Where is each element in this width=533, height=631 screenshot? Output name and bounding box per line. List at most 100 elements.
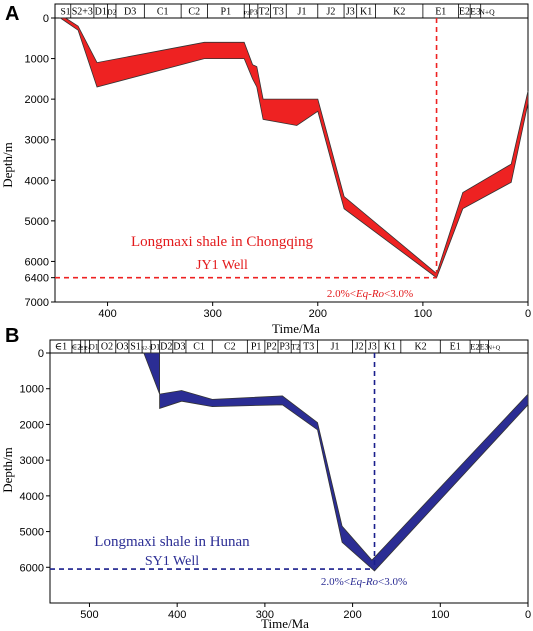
- strata-label: ∈1: [55, 342, 67, 353]
- y-tick-label: 1000: [25, 54, 49, 66]
- strata-label: T3: [303, 342, 314, 353]
- panel-a-ylabel: Depth/m: [0, 142, 15, 188]
- panel-a: A Depth/m Time/Ma Longmaxi shale in Chon…: [0, 3, 531, 336]
- panel-b-xlabel: Time/Ma: [261, 616, 309, 631]
- burial-history-band: [143, 352, 529, 572]
- y-tick-label: 4000: [25, 175, 49, 187]
- panel-a-letter: A: [5, 3, 19, 25]
- strata-label: E1: [450, 342, 461, 353]
- panel-frame: [49, 339, 529, 604]
- panel-b-well-title: Longmaxi shale in Hunan: [94, 534, 250, 550]
- strata-label: O3: [116, 342, 128, 353]
- strata-label: E2: [470, 342, 480, 352]
- y-tick-label: 0: [38, 348, 44, 360]
- panel-a-eqro-prefix: 2.0%<: [327, 288, 356, 300]
- strata-label: P3: [279, 342, 290, 353]
- strata-label: T3: [273, 7, 284, 18]
- panel-frame: [54, 3, 529, 303]
- x-tick-label: 200: [343, 609, 361, 621]
- x-tick-label: 500: [80, 609, 98, 621]
- strata-label: C2: [224, 342, 236, 353]
- y-tick-label: 0: [43, 13, 49, 25]
- strata-label: P3: [250, 8, 258, 17]
- y-tick-label: 3000: [25, 135, 49, 147]
- strata-label: P2: [266, 342, 277, 353]
- y-tick-label: 6000: [25, 256, 49, 268]
- panel-a-well-name: JY1 Well: [196, 258, 248, 273]
- panel-b-letter: B: [5, 325, 19, 347]
- strata-label: N+Q: [479, 8, 495, 17]
- panel-b-ylabel: Depth/m: [0, 447, 15, 493]
- x-tick-label: 300: [203, 308, 221, 320]
- y-tick-label: 6000: [20, 562, 44, 574]
- y-tick-label: 5000: [20, 527, 44, 539]
- x-tick-label: 0: [525, 308, 531, 320]
- strata-label: C2: [188, 7, 200, 18]
- strata-label: P2: [244, 11, 250, 17]
- y-tick-label: 6400: [25, 273, 49, 285]
- strata-label: ∈4: [84, 346, 91, 352]
- strata-label: D2: [107, 8, 117, 17]
- strata-label: N+Q: [487, 345, 500, 352]
- strata-label: E2: [459, 7, 470, 18]
- x-tick-label: 400: [168, 609, 186, 621]
- strata-label: D3: [124, 7, 136, 18]
- y-tick-label: 2000: [25, 94, 49, 106]
- strata-label: S2+3: [72, 7, 93, 18]
- strata-label: T2: [291, 343, 300, 352]
- strata-label: S1: [130, 342, 141, 353]
- panel-b-eqro-suffix: <3.0%: [378, 576, 407, 588]
- strata-label: P1: [251, 342, 262, 353]
- strata-label: O1: [89, 343, 99, 352]
- panel-b-eqro-label: 2.0%<Eq-Ro<3.0%: [321, 576, 407, 588]
- strata-label: D2: [160, 342, 172, 353]
- panel-a-eqro-label: 2.0%<Eq-Ro<3.0%: [327, 288, 413, 300]
- y-tick-label: 5000: [25, 216, 49, 228]
- strata-label: J1: [331, 342, 340, 353]
- strata-label: E1: [435, 7, 446, 18]
- panel-a-eqro-suffix: <3.0%: [384, 288, 413, 300]
- strata-label: E3: [480, 343, 489, 352]
- panel-a-eqro-italic: Eq-Ro: [355, 288, 385, 300]
- strata-label: K2: [393, 7, 405, 18]
- strata-label: D1: [95, 7, 107, 18]
- y-tick-label: 1000: [20, 384, 44, 396]
- panel-b-eqro-prefix: 2.0%<: [321, 576, 350, 588]
- x-tick-label: 400: [98, 308, 116, 320]
- strata-label: C1: [157, 7, 169, 18]
- strata-label: O2: [101, 342, 113, 353]
- x-tick-label: 100: [414, 308, 432, 320]
- burial-history-band: [59, 17, 529, 279]
- x-tick-label: 200: [309, 308, 327, 320]
- strata-label: S2-3: [141, 346, 152, 352]
- strata-label: ∈3: [79, 346, 86, 352]
- y-tick-label: 3000: [20, 455, 44, 467]
- strata-label: P1: [221, 7, 232, 18]
- strata-label: J2: [326, 7, 335, 18]
- panel-b-well-name: SY1 Well: [145, 554, 199, 569]
- strata-label: D3: [173, 342, 185, 353]
- x-tick-label: 100: [431, 609, 449, 621]
- y-tick-label: 7000: [25, 297, 49, 309]
- strata-label: J1: [298, 7, 307, 18]
- x-tick-label: 300: [256, 609, 274, 621]
- strata-label: J3: [368, 342, 377, 353]
- panel-a-well-title: Longmaxi shale in Chongqing: [131, 234, 314, 250]
- y-tick-label: 4000: [20, 491, 44, 503]
- strata-label: E3: [470, 7, 481, 18]
- strata-label: K2: [414, 342, 426, 353]
- strata-label: D1: [150, 343, 160, 352]
- panel-b-eqro-italic: Eq-Ro: [349, 576, 379, 588]
- strata-label: ∈2: [71, 343, 81, 352]
- panel-b: B Depth/m Time/Ma Longmaxi shale in Huna…: [0, 325, 531, 631]
- strata-label: K1: [360, 7, 372, 18]
- panel-a-xlabel: Time/Ma: [272, 321, 320, 336]
- strata-label: K1: [384, 342, 396, 353]
- strata-label: J3: [346, 7, 355, 18]
- strata-label: J2: [355, 342, 364, 353]
- strata-label: T2: [259, 7, 270, 18]
- strata-label: C1: [193, 342, 205, 353]
- x-tick-label: 0: [525, 609, 531, 621]
- strata-label: S1: [60, 7, 70, 18]
